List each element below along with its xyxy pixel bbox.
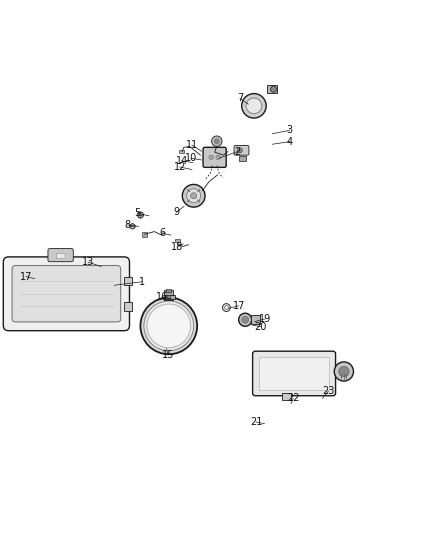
Circle shape bbox=[246, 98, 262, 114]
Circle shape bbox=[242, 316, 249, 323]
Text: 14: 14 bbox=[176, 156, 188, 166]
Bar bbox=[164, 290, 173, 300]
Bar bbox=[142, 232, 148, 237]
Circle shape bbox=[130, 224, 135, 229]
Circle shape bbox=[212, 136, 222, 147]
Text: 8: 8 bbox=[124, 220, 131, 230]
Text: 10: 10 bbox=[185, 153, 197, 163]
Circle shape bbox=[138, 212, 144, 218]
Text: 19: 19 bbox=[259, 314, 272, 324]
FancyBboxPatch shape bbox=[234, 146, 249, 155]
FancyBboxPatch shape bbox=[12, 265, 121, 322]
Text: 16: 16 bbox=[156, 292, 168, 302]
Circle shape bbox=[141, 297, 197, 354]
Bar bbox=[267, 85, 277, 93]
Text: 21: 21 bbox=[250, 417, 262, 427]
Text: 6: 6 bbox=[159, 228, 165, 238]
Text: 1: 1 bbox=[139, 277, 145, 287]
Circle shape bbox=[242, 94, 266, 118]
Bar bbox=[165, 295, 175, 299]
Circle shape bbox=[209, 155, 213, 159]
Text: 17: 17 bbox=[20, 271, 32, 281]
Circle shape bbox=[223, 304, 230, 311]
Text: 18: 18 bbox=[171, 242, 184, 252]
Text: 22: 22 bbox=[287, 393, 300, 403]
Bar bbox=[180, 150, 184, 154]
Circle shape bbox=[216, 155, 220, 159]
Text: 9: 9 bbox=[173, 207, 179, 217]
Text: 5: 5 bbox=[134, 208, 141, 218]
Text: 12: 12 bbox=[173, 162, 186, 172]
Bar bbox=[124, 302, 132, 311]
Text: 17: 17 bbox=[233, 301, 245, 311]
Bar bbox=[259, 357, 329, 390]
Circle shape bbox=[214, 139, 219, 144]
FancyBboxPatch shape bbox=[253, 351, 336, 395]
Circle shape bbox=[167, 295, 170, 299]
Circle shape bbox=[191, 193, 197, 199]
Bar bbox=[166, 289, 171, 292]
Circle shape bbox=[147, 304, 191, 348]
Text: 3: 3 bbox=[286, 125, 293, 135]
Circle shape bbox=[339, 366, 349, 377]
Circle shape bbox=[239, 313, 252, 326]
FancyBboxPatch shape bbox=[48, 248, 73, 262]
Circle shape bbox=[144, 301, 194, 351]
Circle shape bbox=[271, 86, 277, 92]
Bar bbox=[251, 316, 260, 324]
Circle shape bbox=[187, 189, 201, 203]
Bar bbox=[239, 157, 246, 161]
Text: 20: 20 bbox=[255, 322, 267, 332]
Text: 4: 4 bbox=[286, 136, 293, 147]
Circle shape bbox=[237, 148, 242, 153]
Bar bbox=[175, 239, 180, 243]
Text: 2: 2 bbox=[234, 147, 240, 157]
Circle shape bbox=[334, 362, 353, 381]
Circle shape bbox=[182, 184, 205, 207]
Bar bbox=[56, 253, 65, 258]
Circle shape bbox=[225, 306, 228, 309]
FancyBboxPatch shape bbox=[4, 257, 130, 330]
FancyBboxPatch shape bbox=[203, 147, 226, 167]
Text: 15: 15 bbox=[162, 350, 174, 360]
Text: 13: 13 bbox=[82, 257, 94, 267]
Text: 7: 7 bbox=[237, 93, 243, 103]
Bar bbox=[124, 277, 132, 286]
Bar bbox=[283, 393, 291, 400]
Text: 23: 23 bbox=[322, 386, 334, 397]
Text: 11: 11 bbox=[186, 140, 198, 150]
